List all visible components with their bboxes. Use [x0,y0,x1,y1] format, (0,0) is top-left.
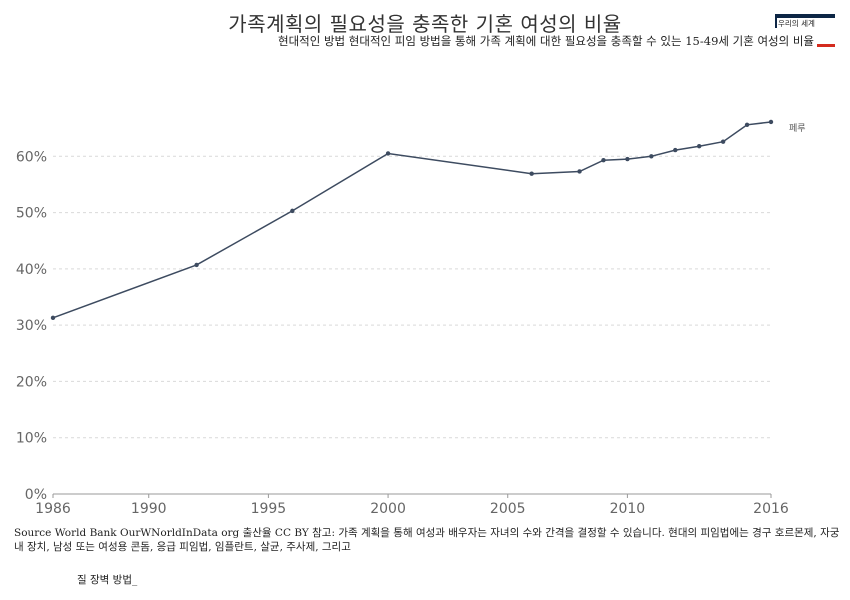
series-labels: 페루 [789,123,806,134]
data-point[interactable] [625,156,630,162]
x-tick-label: 2005 [490,501,526,517]
y-tick-label: 40% [16,262,47,278]
axes: 0% 10% 20% 30% 40% 50% 60% 1986 1990 1995 2000 2005… [16,149,789,517]
x-tick-label: 1990 [131,501,167,517]
source-note-tail: 질 장벽 방법_ [77,574,138,586]
data-point[interactable] [601,158,606,163]
y-tick-label: 60% [16,149,47,165]
data-point[interactable] [577,169,582,174]
logo-top-bar [775,14,835,18]
logo-left-bar [775,14,777,28]
x-tick-label: 2016 [753,501,789,517]
data-point[interactable] [290,208,295,214]
data-point[interactable] [697,143,702,149]
series-layer [50,119,774,321]
y-tick-label: 50% [16,206,47,222]
data-point[interactable] [385,151,391,156]
data-point[interactable] [673,147,678,153]
chart-subtitle: 현대적인 방법 현대적인 피임 방법을 통해 가족 계획에 대한 필요성을 충족… [278,34,814,48]
data-point[interactable] [744,122,750,127]
grid-lines [53,155,771,439]
data-point[interactable] [768,119,774,125]
chart-title: 가족계획의 필요성을 충족한 기혼 여성의 비율 [228,12,622,36]
x-tick-label: 1986 [35,501,71,517]
y-tick-label: 10% [16,431,47,447]
x-tick-label: 2000 [370,501,406,517]
data-point[interactable] [194,262,199,268]
y-tick-label: 20% [16,374,47,390]
x-tick-label: 1995 [251,501,287,517]
source-note: Source World Bank OurWNorldInData org 출산… [14,527,840,553]
owid-logo[interactable]: 우리의 세계 [775,14,835,48]
data-point[interactable] [720,139,726,144]
y-tick-label: 0% [25,487,47,503]
x-tick-label: 2010 [610,501,646,517]
series-label: 페루 [789,123,806,134]
logo-text: 우리의 세계 [778,19,815,28]
logo-red-bar [817,44,835,47]
y-tick-label: 30% [16,318,47,334]
data-point[interactable] [50,315,56,321]
data-point[interactable] [649,154,654,159]
data-point[interactable] [529,171,534,176]
series-line[interactable] [52,121,772,319]
